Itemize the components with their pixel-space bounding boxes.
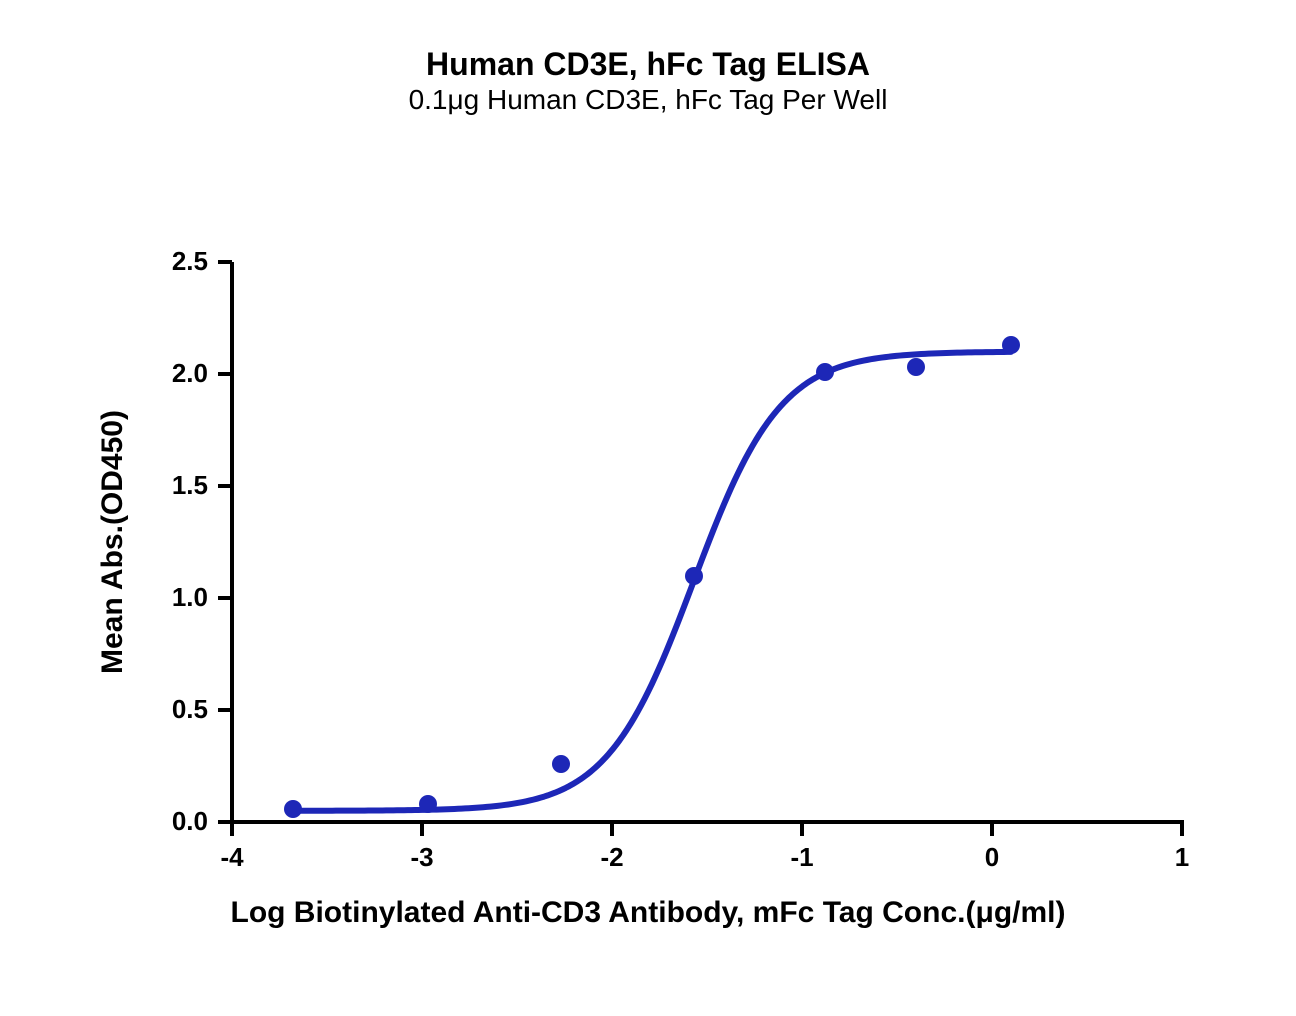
y-tick [218, 596, 232, 600]
data-point [685, 567, 703, 585]
y-tick [218, 708, 232, 712]
plot-area: -4-3-2-101 0.00.51.01.52.02.5 [232, 262, 1182, 822]
y-tick-label: 2.0 [138, 358, 208, 389]
x-tick-label: 1 [1142, 842, 1222, 873]
y-tick [218, 260, 232, 264]
fit-curve-path [293, 352, 1011, 811]
fit-curve-svg [232, 262, 1182, 822]
data-point [552, 755, 570, 773]
data-point [1002, 336, 1020, 354]
data-point [284, 800, 302, 818]
y-tick-label: 1.0 [138, 582, 208, 613]
x-tick-label: -1 [762, 842, 842, 873]
y-tick-label: 0.0 [138, 806, 208, 837]
chart-subtitle: 0.1μg Human CD3E, hFc Tag Per Well [0, 84, 1296, 116]
x-tick-label: 0 [952, 842, 1032, 873]
x-tick [230, 822, 234, 836]
x-tick [1180, 822, 1184, 836]
y-tick-label: 0.5 [138, 694, 208, 725]
x-tick-label: -4 [192, 842, 272, 873]
x-tick [990, 822, 994, 836]
data-point [816, 363, 834, 381]
x-tick [800, 822, 804, 836]
figure-root: Human CD3E, hFc Tag ELISA 0.1μg Human CD… [0, 0, 1296, 1016]
y-tick-label: 1.5 [138, 470, 208, 501]
y-tick [218, 372, 232, 376]
x-tick-label: -2 [572, 842, 652, 873]
x-tick [420, 822, 424, 836]
data-point [907, 358, 925, 376]
x-tick [610, 822, 614, 836]
y-tick [218, 820, 232, 824]
y-tick [218, 484, 232, 488]
y-tick-label: 2.5 [138, 246, 208, 277]
chart-title: Human CD3E, hFc Tag ELISA [0, 46, 1296, 83]
x-axis-title: Log Biotinylated Anti-CD3 Antibody, mFc … [0, 896, 1296, 930]
data-point [419, 795, 437, 813]
x-tick-label: -3 [382, 842, 462, 873]
y-axis-title: Mean Abs.(OD450) [96, 410, 130, 674]
